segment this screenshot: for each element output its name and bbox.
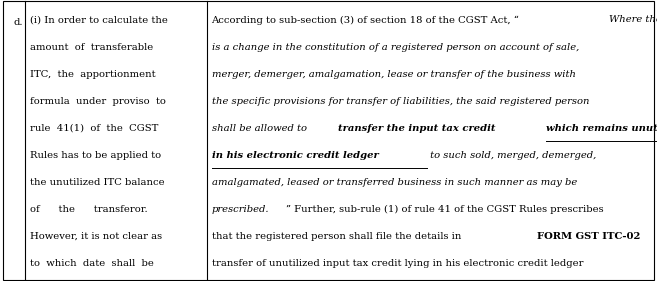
Text: rule  41(1)  of  the  CGST: rule 41(1) of the CGST — [30, 124, 158, 133]
Text: However, it is not clear as: However, it is not clear as — [30, 232, 162, 241]
Text: which remains unutilized: which remains unutilized — [546, 124, 657, 133]
Text: amalgamated, leased or transferred business in such manner as may be: amalgamated, leased or transferred busin… — [212, 178, 577, 187]
Text: the unutilized ITC balance: the unutilized ITC balance — [30, 178, 164, 187]
Text: amount  of  transferable: amount of transferable — [30, 42, 153, 51]
Text: to such sold, merged, demerged,: to such sold, merged, demerged, — [426, 151, 596, 160]
Text: shall be allowed to: shall be allowed to — [212, 124, 309, 133]
Text: d.: d. — [13, 18, 22, 27]
Text: Rules has to be applied to: Rules has to be applied to — [30, 151, 161, 160]
Text: ” Further, sub-rule (1) of rule 41 of the CGST Rules prescribes: ” Further, sub-rule (1) of rule 41 of th… — [286, 205, 603, 214]
Text: transfer the input tax credit: transfer the input tax credit — [338, 124, 499, 133]
Text: FORM GST ITC-02: FORM GST ITC-02 — [537, 232, 641, 241]
Text: is a change in the constitution of a registered person on account of sale,: is a change in the constitution of a reg… — [212, 42, 579, 51]
Text: According to sub-section (3) of section 18 of the CGST Act, “: According to sub-section (3) of section … — [212, 15, 520, 25]
Text: transfer of unutilized input tax credit lying in his electronic credit ledger: transfer of unutilized input tax credit … — [212, 259, 583, 268]
Text: Where there: Where there — [609, 15, 657, 24]
Text: ITC,  the  apportionment: ITC, the apportionment — [30, 70, 155, 79]
Text: the specific provisions for transfer of liabilities, the said registered person: the specific provisions for transfer of … — [212, 97, 589, 106]
Text: in his electronic credit ledger: in his electronic credit ledger — [212, 151, 378, 160]
Text: (i) In order to calculate the: (i) In order to calculate the — [30, 15, 168, 24]
Text: that the registered person shall file the details in: that the registered person shall file th… — [212, 232, 464, 241]
Text: merger, demerger, amalgamation, lease or transfer of the business with: merger, demerger, amalgamation, lease or… — [212, 70, 576, 79]
Text: formula  under  proviso  to: formula under proviso to — [30, 97, 166, 106]
Text: prescribed.: prescribed. — [212, 205, 269, 214]
Text: to  which  date  shall  be: to which date shall be — [30, 259, 154, 268]
Text: of      the      transferor.: of the transferor. — [30, 205, 147, 214]
